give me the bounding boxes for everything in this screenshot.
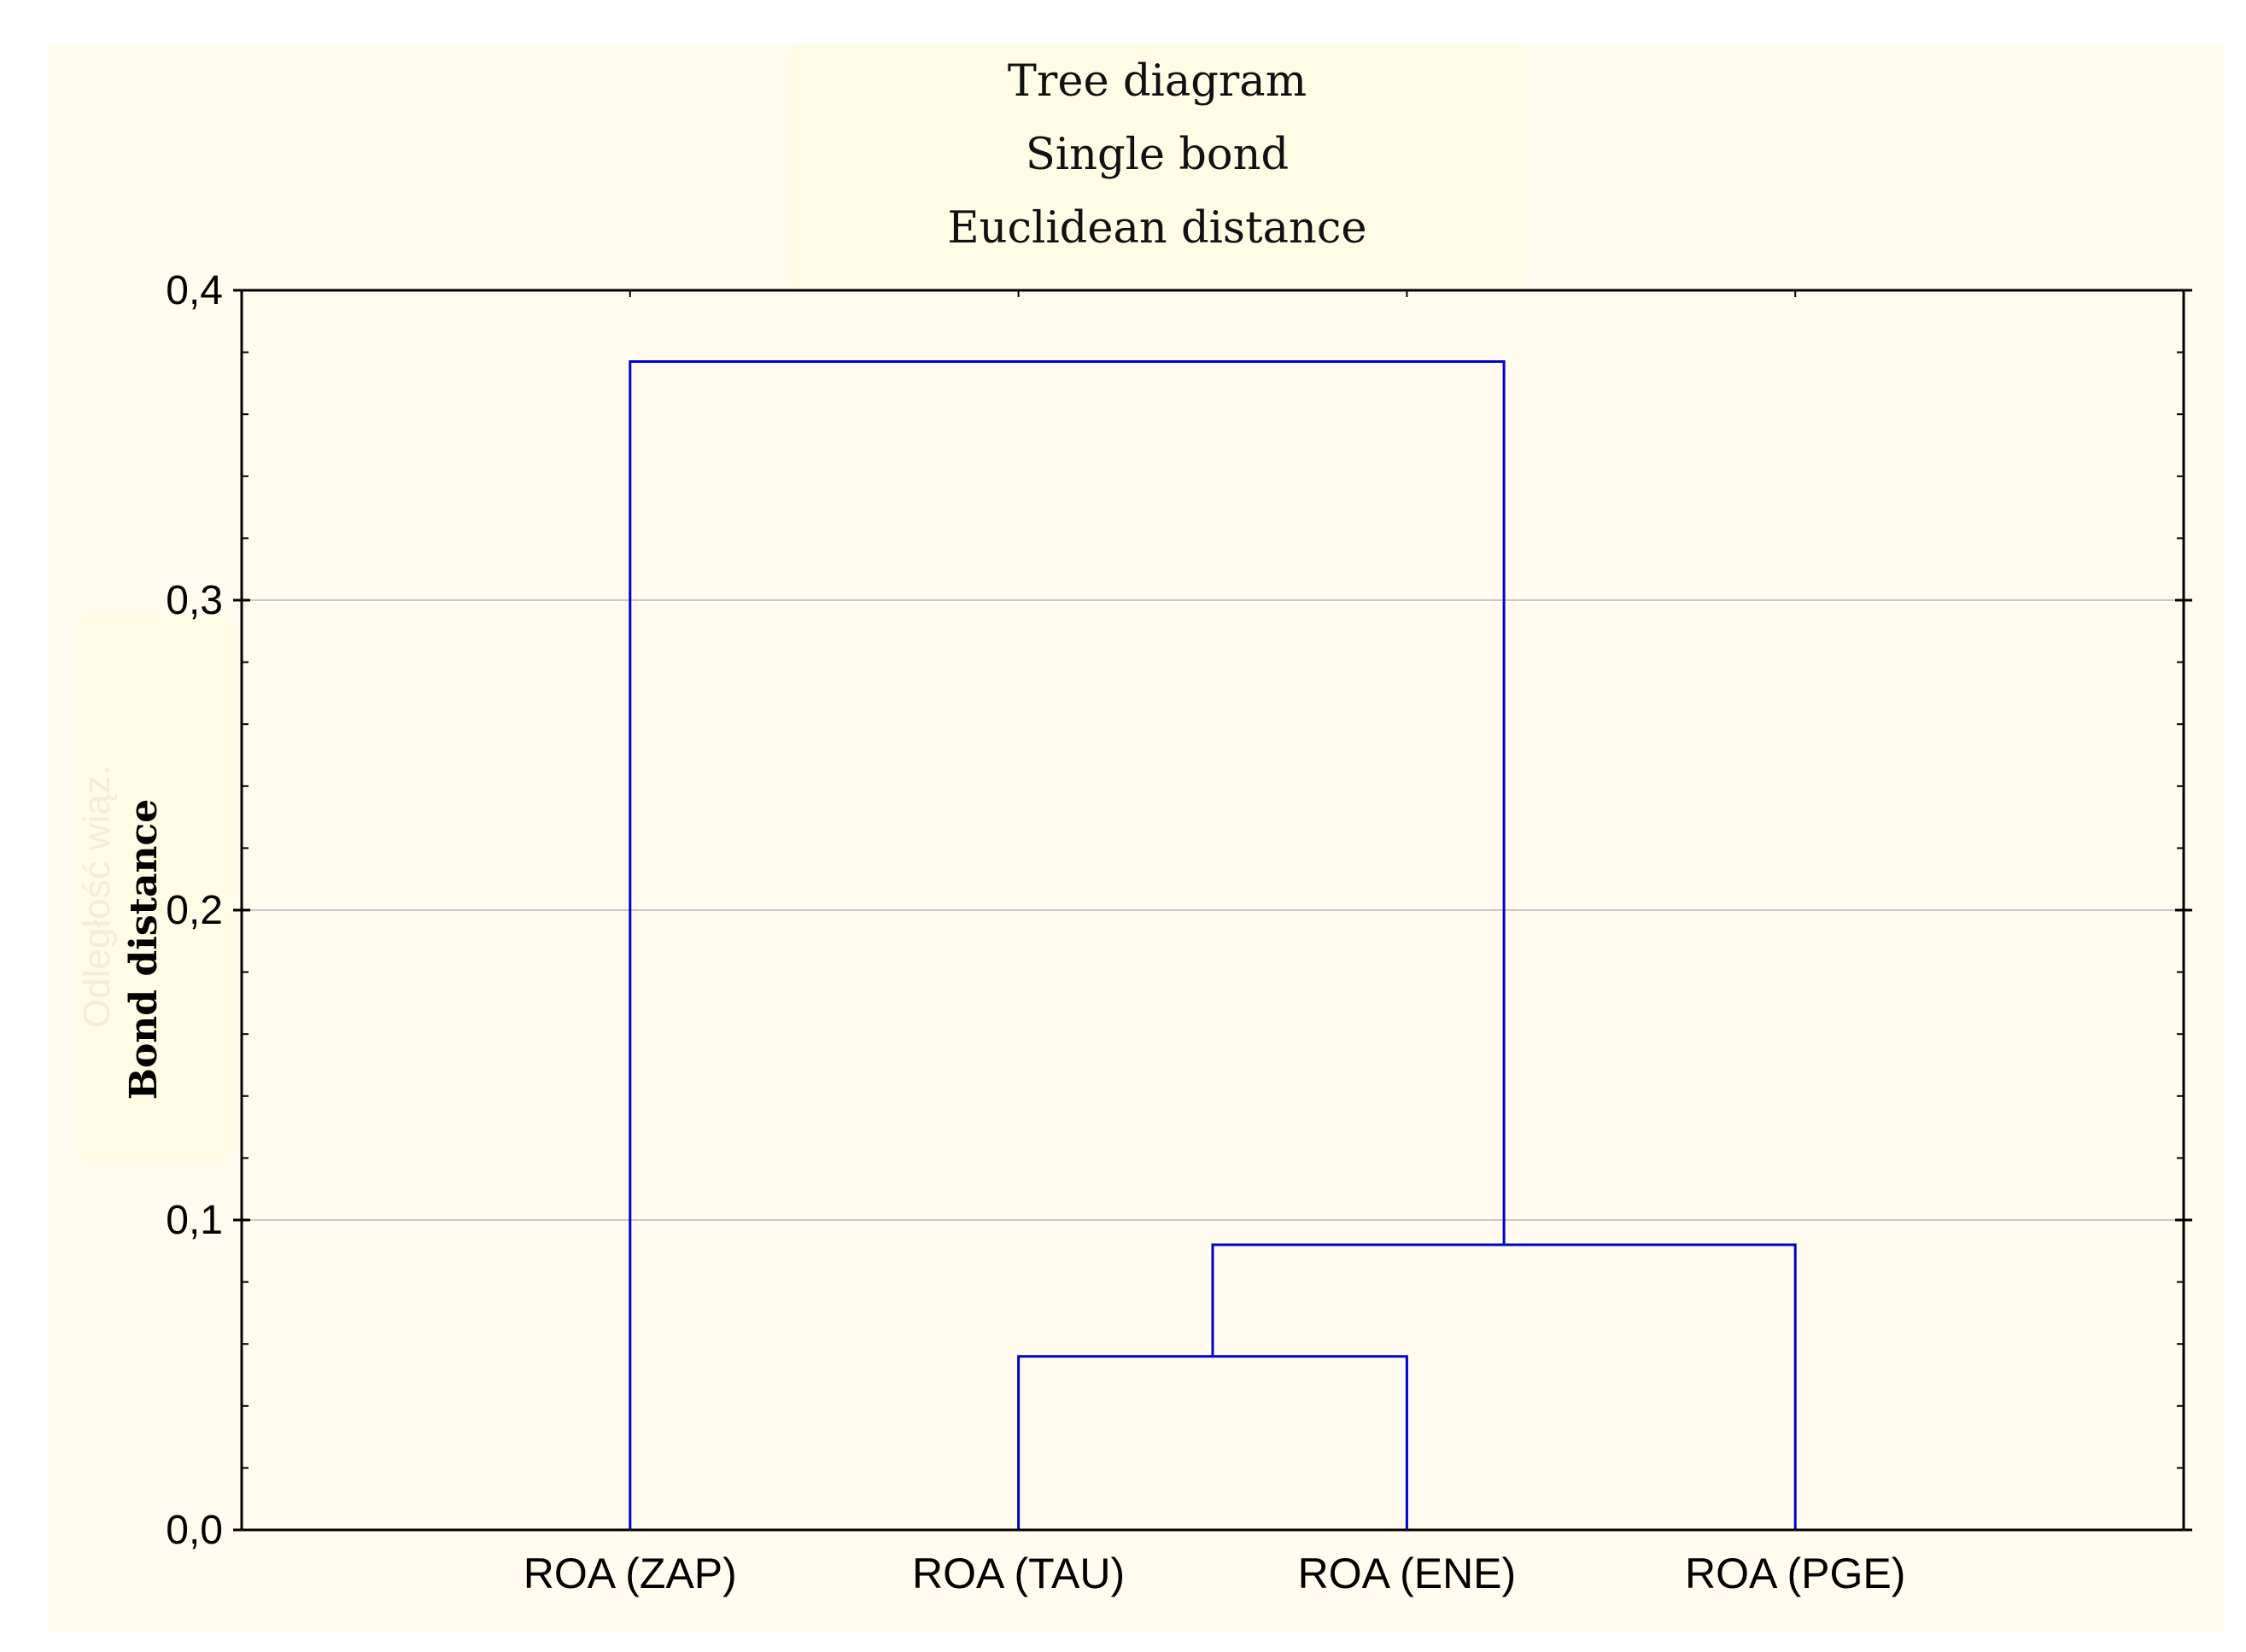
axis-labels: 0,0 0,1 0,2 0,3 0,4 ROA (ZAP) ROA (TAU) ROA (EN… (76, 268, 1905, 1597)
dendrogram-branches (629, 359, 1797, 1530)
y-axis-label: Bond distance (122, 799, 166, 1100)
x-category-label: ROA (PGE) (1685, 1550, 1905, 1597)
grid-lines (242, 599, 2184, 1221)
chart-subtitle-linkage: Single bond (1025, 130, 1290, 180)
title-panel (790, 44, 1524, 288)
y-axis-label-secondary: Odległość wiąz. (76, 765, 118, 1028)
y-tick-label: 0,1 (166, 1198, 223, 1243)
chart-background (48, 44, 2224, 1632)
x-category-label: ROA (ZAP) (523, 1550, 737, 1597)
y-tick-label: 0,2 (166, 888, 223, 933)
dendrogram-branch (629, 359, 1506, 1530)
ylabel-panel (77, 615, 231, 1161)
chart-subtitle-distance: Euclidean distance (947, 203, 1367, 254)
chart-title: Tree diagram (1007, 56, 1307, 107)
y-tick-label: 0,0 (166, 1508, 223, 1553)
plot-frame (240, 289, 2185, 1532)
x-category-label: ROA (TAU) (912, 1550, 1125, 1597)
y-tick-label: 0,3 (166, 578, 223, 623)
dendrogram-branch (1211, 1243, 1797, 1530)
y-tick-label: 0,4 (166, 268, 223, 313)
x-category-label: ROA (ENE) (1298, 1550, 1517, 1597)
dendrogram-branch (1017, 1355, 1408, 1530)
